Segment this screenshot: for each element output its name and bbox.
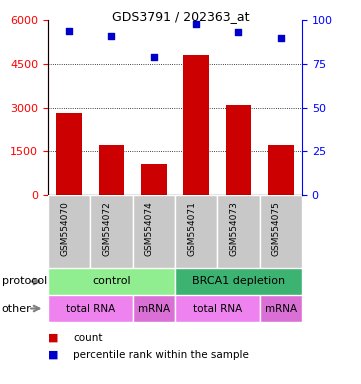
Bar bbox=[90, 195, 132, 268]
Point bbox=[66, 27, 72, 33]
Bar bbox=[48, 295, 132, 322]
Point bbox=[151, 54, 157, 60]
Text: ■: ■ bbox=[48, 350, 58, 360]
Text: GSM554072: GSM554072 bbox=[103, 201, 112, 256]
Bar bbox=[132, 195, 175, 268]
Bar bbox=[226, 104, 251, 195]
Point bbox=[193, 20, 199, 26]
Text: GSM554074: GSM554074 bbox=[145, 201, 154, 256]
Bar bbox=[183, 55, 209, 195]
Text: control: control bbox=[92, 276, 131, 286]
Text: BRCA1 depletion: BRCA1 depletion bbox=[192, 276, 285, 286]
Point bbox=[236, 29, 242, 35]
Bar bbox=[132, 295, 175, 322]
Text: ■: ■ bbox=[48, 333, 58, 343]
Point bbox=[278, 35, 284, 41]
Bar bbox=[217, 195, 260, 268]
Text: GSM554070: GSM554070 bbox=[60, 201, 69, 256]
Text: GSM554075: GSM554075 bbox=[272, 201, 281, 256]
Text: mRNA: mRNA bbox=[265, 303, 297, 313]
Bar bbox=[175, 268, 302, 295]
Text: count: count bbox=[73, 333, 103, 343]
Text: GDS3791 / 202363_at: GDS3791 / 202363_at bbox=[112, 10, 249, 23]
Point bbox=[109, 33, 114, 39]
Bar bbox=[260, 295, 302, 322]
Text: protocol: protocol bbox=[2, 276, 47, 286]
Text: other: other bbox=[2, 303, 31, 313]
Bar bbox=[99, 146, 124, 195]
Bar bbox=[48, 195, 90, 268]
Bar bbox=[260, 195, 302, 268]
Bar bbox=[56, 113, 82, 195]
Text: total RNA: total RNA bbox=[66, 303, 115, 313]
Text: GSM554071: GSM554071 bbox=[187, 201, 196, 256]
Bar bbox=[141, 164, 166, 195]
Bar bbox=[175, 195, 217, 268]
Text: total RNA: total RNA bbox=[193, 303, 242, 313]
Bar bbox=[175, 295, 260, 322]
Bar bbox=[268, 146, 293, 195]
Bar bbox=[48, 268, 175, 295]
Text: GSM554073: GSM554073 bbox=[230, 201, 239, 256]
Text: percentile rank within the sample: percentile rank within the sample bbox=[73, 350, 249, 360]
Text: mRNA: mRNA bbox=[138, 303, 170, 313]
